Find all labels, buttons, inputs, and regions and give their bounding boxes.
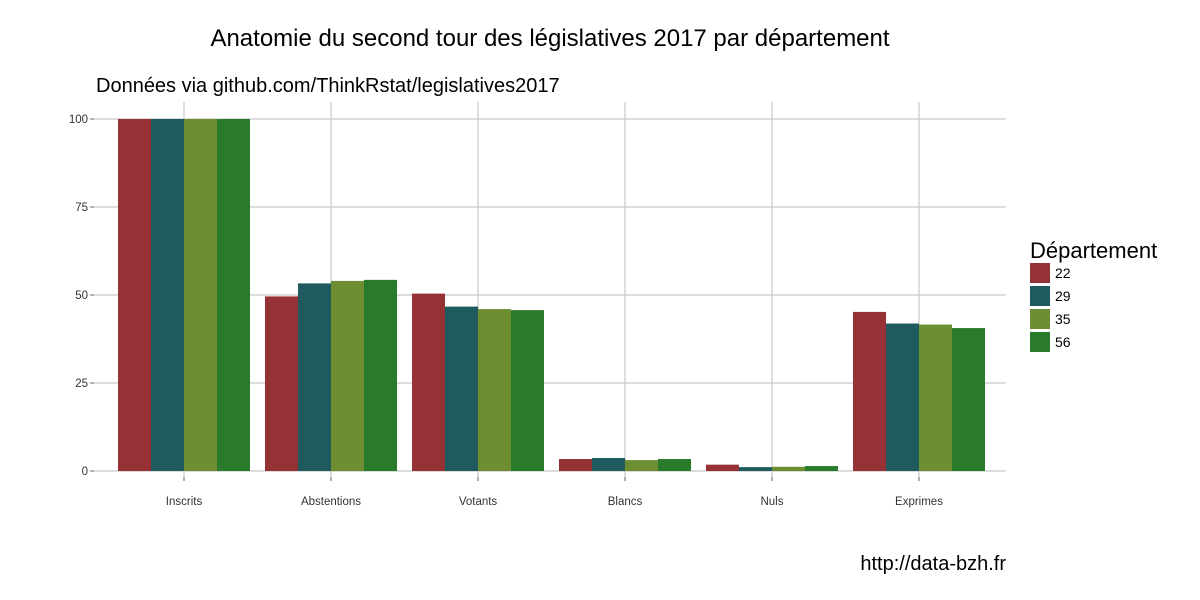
chart-caption: http://data-bzh.fr (860, 553, 1006, 575)
y-tick-label: 75 (75, 202, 88, 214)
bar-blancs-35 (625, 460, 658, 471)
bar-nuls-35 (772, 466, 805, 471)
bar-nuls-29 (739, 467, 772, 471)
bar-inscrits-29 (151, 119, 184, 471)
y-axis: 0 25 50 75 100 (69, 114, 94, 478)
bar-inscrits-22 (118, 119, 151, 471)
chart-title: Anatomie du second tour des législatives… (210, 25, 889, 52)
legend-title: Département (1030, 238, 1157, 263)
x-tick-label: Votants (459, 496, 498, 508)
x-tick-label: Abstentions (301, 496, 361, 508)
x-tick-label: Inscrits (166, 496, 203, 508)
bar-votants-22 (412, 293, 445, 471)
x-tick-label: Blancs (608, 496, 643, 508)
bar-votants-56 (511, 310, 544, 471)
bar-abstentions-22 (265, 296, 298, 471)
bar-abstentions-56 (364, 279, 397, 471)
bar-abstentions-29 (298, 283, 331, 471)
legend-key-22 (1030, 263, 1050, 283)
legend-key-56 (1030, 332, 1050, 352)
bar-blancs-29 (592, 457, 625, 471)
bar-nuls-56 (805, 466, 838, 471)
y-tick-label: 50 (75, 290, 88, 302)
legend-label-56: 56 (1055, 334, 1071, 350)
bar-exprimes-56 (952, 328, 985, 471)
y-tick-label: 0 (82, 466, 88, 478)
bar-exprimes-35 (919, 324, 952, 471)
bar-votants-35 (478, 309, 511, 471)
legend-key-29 (1030, 286, 1050, 306)
x-tick-label: Nuls (760, 496, 783, 508)
y-tick-label: 100 (69, 114, 88, 126)
legend: Département 22 29 35 56 (1030, 238, 1157, 352)
bar-inscrits-35 (184, 119, 217, 471)
chart-subtitle: Données via github.com/ThinkRstat/legisl… (96, 75, 560, 97)
bar-exprimes-22 (853, 311, 886, 471)
legend-label-22: 22 (1055, 265, 1071, 281)
bar-votants-29 (445, 306, 478, 471)
legend-label-35: 35 (1055, 311, 1071, 327)
x-tick-label: Exprimes (895, 496, 943, 508)
bar-inscrits-56 (217, 119, 250, 471)
bar-blancs-22 (559, 459, 592, 471)
bar-nuls-22 (706, 464, 739, 471)
x-axis: Inscrits Abstentions Votants Blancs Nuls Expr… (166, 477, 943, 508)
legend-label-29: 29 (1055, 288, 1071, 304)
bar-blancs-56 (658, 459, 691, 471)
bar-exprimes-29 (886, 323, 919, 471)
legend-key-35 (1030, 309, 1050, 329)
bar-abstentions-35 (331, 280, 364, 471)
y-tick-label: 25 (75, 378, 88, 390)
bars (118, 119, 985, 471)
